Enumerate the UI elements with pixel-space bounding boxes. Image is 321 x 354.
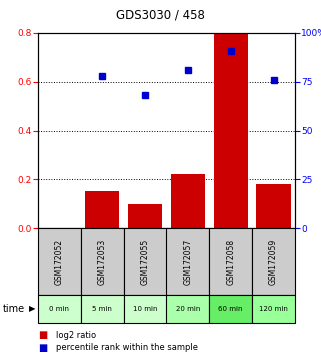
- Text: ■: ■: [38, 343, 47, 353]
- Bar: [81, 295, 124, 323]
- Bar: [124, 295, 167, 323]
- Bar: [128, 204, 162, 228]
- Text: log2 ratio: log2 ratio: [56, 331, 96, 339]
- Text: 0 min: 0 min: [49, 306, 69, 312]
- Text: GSM172059: GSM172059: [269, 238, 278, 285]
- Bar: [124, 228, 167, 295]
- Text: ■: ■: [38, 330, 47, 340]
- Text: GSM172057: GSM172057: [183, 238, 192, 285]
- Bar: [209, 295, 252, 323]
- Bar: [38, 295, 81, 323]
- Text: GSM172053: GSM172053: [98, 238, 107, 285]
- Bar: [167, 228, 209, 295]
- Bar: [252, 228, 295, 295]
- Text: time: time: [3, 304, 25, 314]
- Text: percentile rank within the sample: percentile rank within the sample: [56, 343, 198, 353]
- Bar: [209, 228, 252, 295]
- Bar: [85, 192, 119, 228]
- Bar: [167, 295, 209, 323]
- Text: 20 min: 20 min: [176, 306, 200, 312]
- Bar: [213, 33, 248, 228]
- Bar: [256, 184, 291, 228]
- Text: GSM172058: GSM172058: [226, 239, 235, 285]
- Bar: [81, 228, 124, 295]
- Text: 120 min: 120 min: [259, 306, 288, 312]
- Text: 10 min: 10 min: [133, 306, 157, 312]
- Bar: [252, 295, 295, 323]
- Text: GDS3030 / 458: GDS3030 / 458: [116, 8, 205, 21]
- Text: GSM172052: GSM172052: [55, 239, 64, 285]
- Text: 5 min: 5 min: [92, 306, 112, 312]
- Bar: [171, 175, 205, 228]
- Text: GSM172055: GSM172055: [141, 238, 150, 285]
- Bar: [38, 228, 81, 295]
- Text: ▶: ▶: [29, 304, 35, 314]
- Text: 60 min: 60 min: [219, 306, 243, 312]
